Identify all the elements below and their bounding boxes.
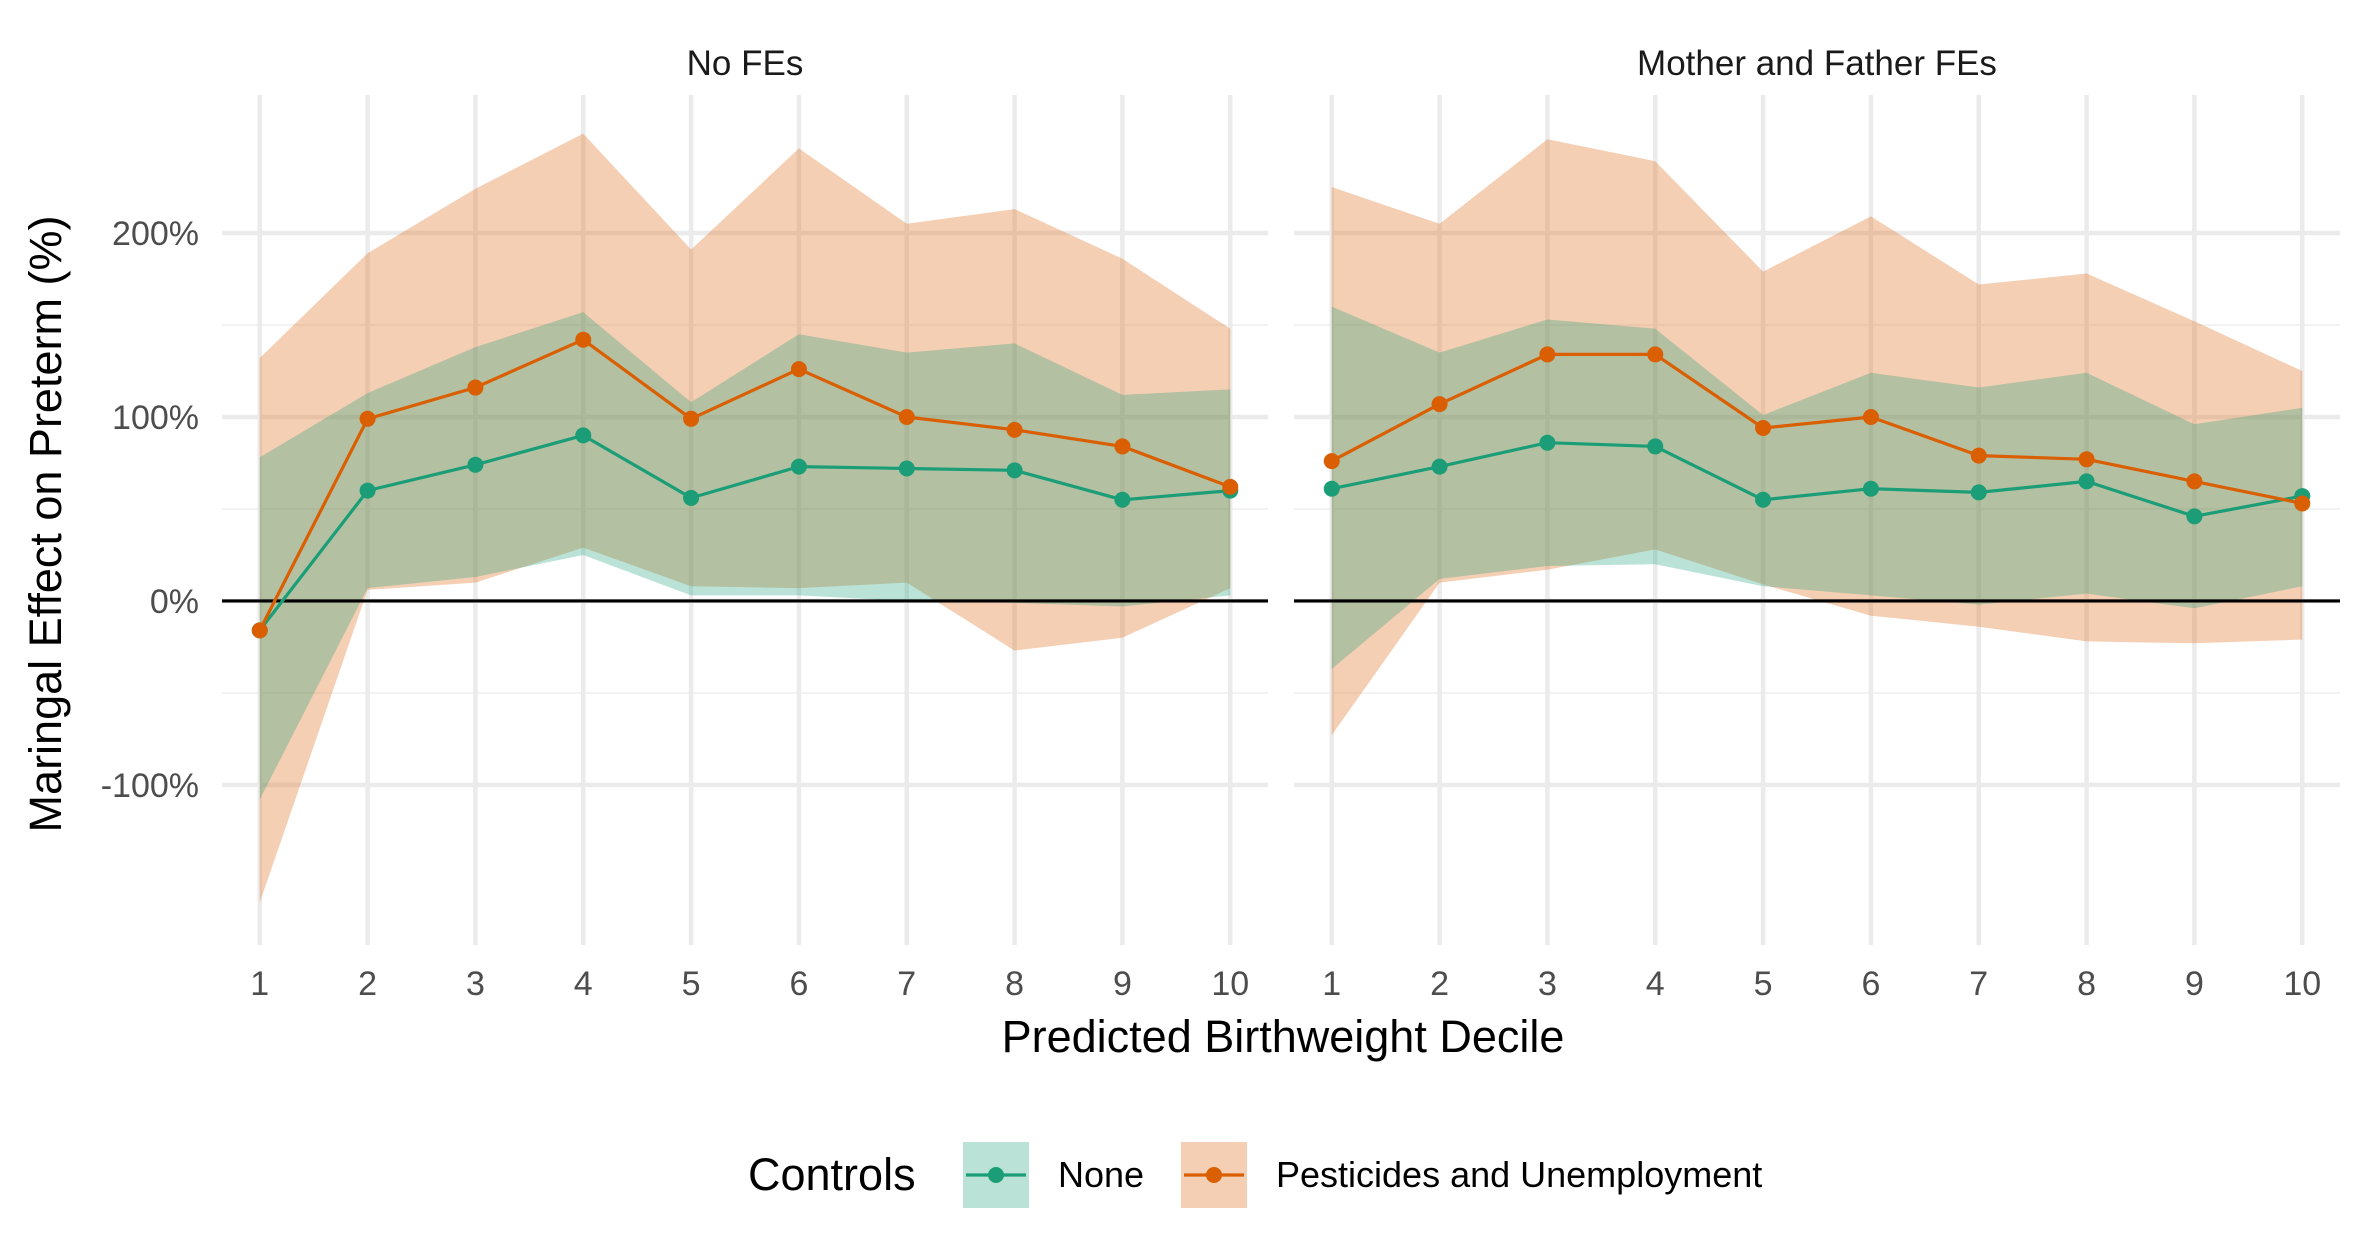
data-point-pesticides-unemployment — [359, 410, 376, 427]
data-point-pesticides-unemployment — [1862, 408, 1879, 425]
data-point-pesticides-unemployment — [790, 361, 807, 378]
x-tick-label: 8 — [1005, 965, 1024, 1003]
x-tick-label: 4 — [574, 965, 593, 1003]
x-tick-label: 7 — [897, 965, 916, 1003]
series-line-none — [258, 433, 1231, 632]
data-point-pesticides-unemployment — [2078, 451, 2095, 468]
data-point-pesticides-unemployment — [1431, 396, 1448, 413]
facet-panels: No FEs 1 2 3 4 5 6 7 8 9 10 -100% 0% 100% 200% Mother a… — [101, 44, 2340, 1003]
series-line-pesticides-unemployment — [1330, 352, 2303, 505]
data-point-none — [467, 456, 484, 473]
data-point-none — [898, 460, 915, 477]
data-point-none — [575, 427, 592, 444]
data-point-none — [1647, 438, 1664, 455]
legend-key-none — [963, 1142, 1029, 1208]
legend-label: Pesticides and Unemployment — [1276, 1154, 1762, 1195]
x-tick-label: 3 — [1538, 965, 1557, 1003]
x-tick-label: 1 — [1322, 965, 1341, 1003]
y-axis-title: Maringal Effect on Preterm (%) — [20, 216, 71, 833]
y-tick-label: 100% — [112, 399, 199, 437]
x-tick-label: 2 — [358, 965, 377, 1003]
data-point-none — [2186, 508, 2203, 525]
data-point-none — [1539, 434, 1556, 451]
x-tick-label: 5 — [682, 965, 701, 1003]
series-line-none — [1331, 441, 2303, 518]
legend-title: Controls — [748, 1149, 916, 1200]
x-tick-label: 7 — [1969, 965, 1988, 1003]
x-tick-label: 10 — [1211, 965, 1249, 1003]
x-tick-label: 2 — [1430, 965, 1449, 1003]
x-tick-label: 1 — [250, 965, 269, 1003]
x-tick-label: 8 — [2077, 965, 2096, 1003]
x-tick-label: 3 — [466, 965, 485, 1003]
confidence-ribbon-none — [259, 312, 1231, 800]
data-point-pesticides-unemployment — [1539, 346, 1556, 363]
data-point-pesticides-unemployment — [1222, 478, 1239, 495]
data-point-none — [1431, 458, 1448, 475]
data-point-pesticides-unemployment — [1755, 420, 1772, 437]
data-point-none — [1755, 491, 1772, 508]
data-point-pesticides-unemployment — [575, 331, 592, 348]
data-point-none — [1862, 480, 1879, 497]
x-tick-label: 4 — [1646, 965, 1665, 1003]
y-tick-label: 200% — [112, 215, 199, 253]
x-axis-title: Predicted Birthweight Decile — [1002, 1011, 1565, 1062]
data-point-none — [1970, 484, 1987, 501]
x-tick-label: 5 — [1754, 965, 1773, 1003]
data-point-pesticides-unemployment — [251, 622, 268, 639]
data-point-pesticides-unemployment — [1323, 453, 1340, 470]
facet-title: No FEs — [687, 44, 804, 83]
legend-label: None — [1058, 1154, 1144, 1195]
legend-point — [1206, 1167, 1222, 1183]
data-point-pesticides-unemployment — [1114, 438, 1131, 455]
data-point-none — [790, 458, 807, 475]
data-point-pesticides-unemployment — [1006, 421, 1023, 438]
data-point-none — [1114, 491, 1131, 508]
data-point-none — [683, 489, 700, 506]
legend: Controls None Pesticides and Unemployment — [748, 1142, 1762, 1208]
x-tick-label: 10 — [2283, 965, 2321, 1003]
x-tick-label: 9 — [1113, 965, 1132, 1003]
data-point-pesticides-unemployment — [898, 408, 915, 425]
data-point-pesticides-unemployment — [683, 410, 700, 427]
panel-2: Mother and Father FEs 1 2 3 4 5 6 7 8 9 10 — [1294, 44, 2340, 1003]
x-tick-label: 9 — [2185, 965, 2204, 1003]
data-point-pesticides-unemployment — [1970, 447, 1987, 464]
confidence-ribbon-pesticides-unemployment — [1331, 139, 2303, 736]
x-tick-label: 6 — [1861, 965, 1880, 1003]
legend-key-pesticides-unemployment — [1181, 1142, 1247, 1208]
data-point-pesticides-unemployment — [1647, 346, 1664, 363]
x-tick-label: 6 — [789, 965, 808, 1003]
confidence-ribbon-pesticides-unemployment — [259, 133, 1231, 903]
y-tick-label: 0% — [150, 583, 199, 621]
data-point-pesticides-unemployment — [467, 379, 484, 396]
data-point-none — [359, 482, 376, 499]
legend-point — [988, 1167, 1004, 1183]
data-point-pesticides-unemployment — [2294, 495, 2311, 512]
panel-1: No FEs 1 2 3 4 5 6 7 8 9 10 -100% 0% 100% 200% — [101, 44, 1268, 1003]
confidence-ribbon-none — [1331, 306, 2303, 669]
facet-title: Mother and Father FEs — [1637, 44, 1997, 83]
data-point-pesticides-unemployment — [2186, 473, 2203, 490]
series-line-pesticides-unemployment — [258, 338, 1231, 632]
data-point-none — [1006, 462, 1023, 479]
data-point-none — [1323, 480, 1340, 497]
data-point-none — [2078, 473, 2095, 490]
y-tick-label: -100% — [101, 767, 199, 805]
